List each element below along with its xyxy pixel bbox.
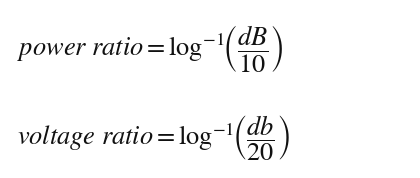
Text: $\mathit{power\ ratio} = \mathrm{log}^{-1}\!\left(\dfrac{\mathit{dB}}{10}\right): $\mathit{power\ ratio} = \mathrm{log}^{-… — [17, 23, 284, 74]
Text: $\mathit{voltage\ ratio} = \mathrm{log}^{-1}\!\left(\dfrac{\mathit{db}}{20}\righ: $\mathit{voltage\ ratio} = \mathrm{log}^… — [17, 114, 289, 163]
